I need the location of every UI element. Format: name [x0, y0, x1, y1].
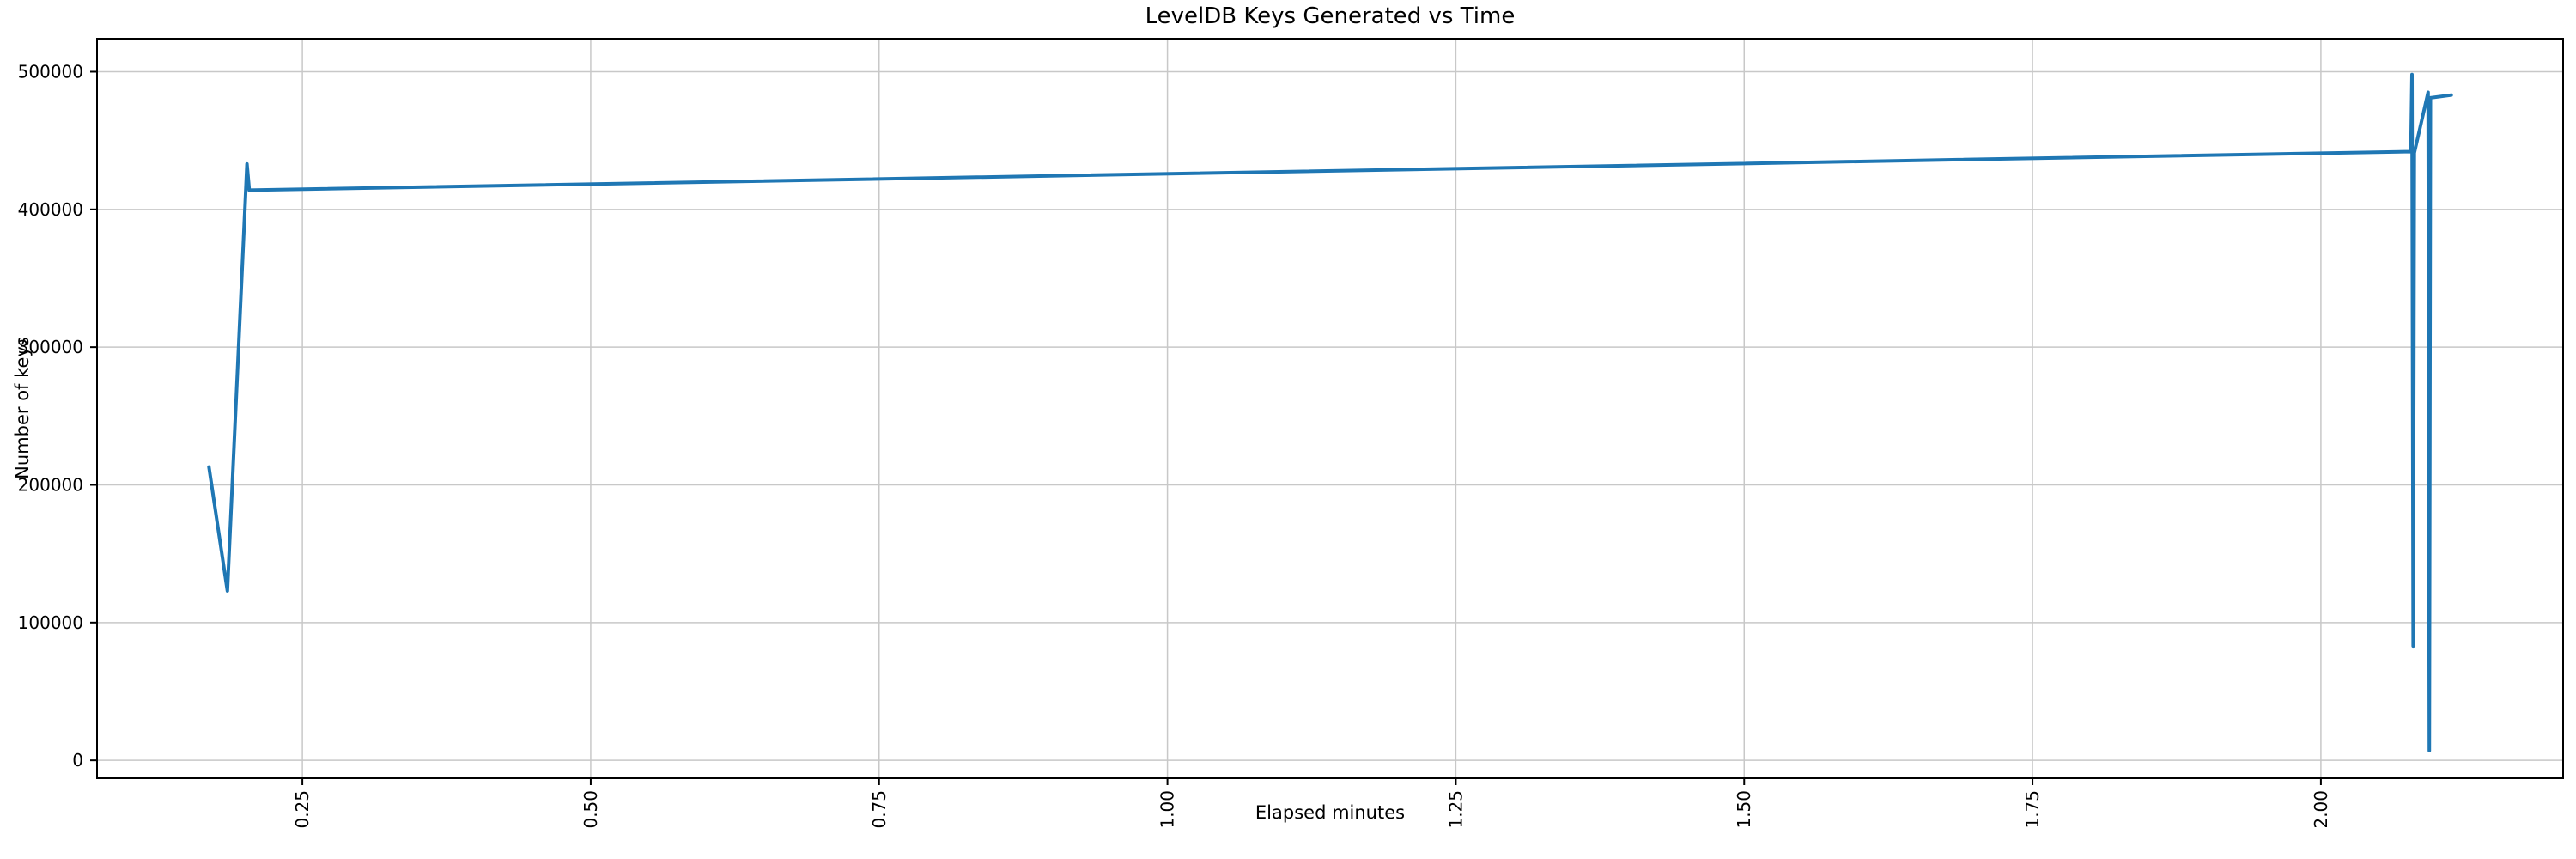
y-tick-label: 0 — [72, 750, 83, 771]
y-tick-label: 300000 — [18, 337, 83, 357]
x-tick-label: 1.25 — [1445, 790, 1466, 829]
x-tick-label: 1.75 — [2022, 790, 2043, 829]
data-line-keys-generated — [207, 72, 2453, 752]
x-tick-label: 1.50 — [1734, 790, 1754, 829]
y-tick-label: 100000 — [18, 612, 83, 633]
x-tick-label: 0.75 — [869, 790, 890, 829]
x-tick-label: 2.00 — [2311, 790, 2331, 829]
y-tick-label: 200000 — [18, 474, 83, 495]
x-tick-label: 1.00 — [1157, 790, 1178, 829]
x-axis-label: Elapsed minutes — [1255, 802, 1406, 823]
plot-border — [96, 38, 2564, 779]
y-axis-label: Number of keys — [12, 337, 33, 479]
x-tick-label: 0.50 — [580, 790, 601, 829]
x-tick-label: 0.25 — [292, 790, 313, 829]
chart-title: LevelDB Keys Generated vs Time — [1145, 3, 1516, 29]
y-tick-label: 400000 — [18, 199, 83, 220]
y-tick-label: 500000 — [18, 61, 83, 82]
